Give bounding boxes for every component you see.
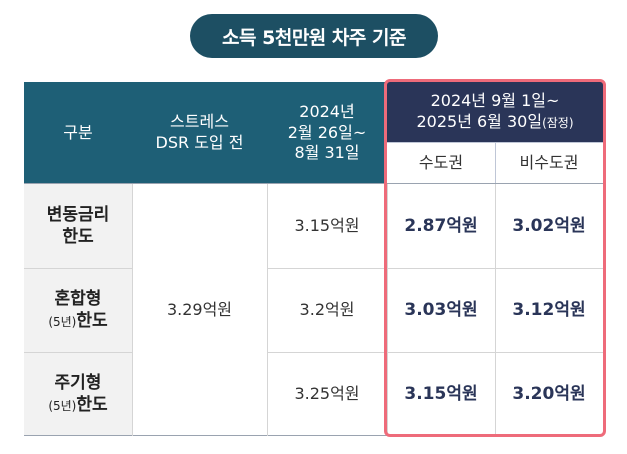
row-label-variable: 변동금리 한도 xyxy=(24,184,132,268)
page-title: 소득 5천만원 차주 기준 xyxy=(190,14,438,58)
row-divider xyxy=(24,352,132,353)
header-bottom-line xyxy=(24,183,603,184)
header-noncapital-label: 비수도권 xyxy=(519,152,579,172)
header-pre-stress: 스트레스 DSR 도입 전 xyxy=(132,82,267,184)
row-label-hybrid-line2: (5년)한도 xyxy=(48,311,108,331)
row-label-periodic: 주기형 (5년)한도 xyxy=(24,352,132,436)
column-divider xyxy=(132,184,133,436)
header-pre-stress-label: 스트레스 DSR 도입 전 xyxy=(155,112,244,152)
header-capital-label: 수도권 xyxy=(418,152,464,172)
row-label-periodic-line2: (5년)한도 xyxy=(48,395,108,415)
header-sub-divider xyxy=(495,142,496,184)
row-label-variable-line1: 변동금리 xyxy=(46,204,110,225)
noncapital-value-variable: 3.02억원 xyxy=(512,215,586,236)
row-label-variable-line2: 한도 xyxy=(62,227,94,247)
row-label-hybrid-term: (5년) xyxy=(48,315,77,329)
header-period1-label: 2024년 2월 26일~ 8월 31일 xyxy=(287,101,367,163)
period1-value-variable: 3.15억원 xyxy=(294,215,360,235)
header-capital: 수도권 xyxy=(387,142,495,184)
noncapital-value-periodic: 3.20억원 xyxy=(512,383,586,404)
header-noncapital: 비수도권 xyxy=(495,142,603,184)
pre-stress-value: 3.29억원 xyxy=(166,299,233,319)
capital-value-periodic: 3.15억원 xyxy=(404,383,478,404)
row-label-periodic-term: (5년) xyxy=(48,399,77,413)
row-divider xyxy=(267,352,603,353)
column-divider xyxy=(495,184,496,436)
column-divider xyxy=(267,184,268,436)
header-category: 구분 xyxy=(24,82,132,184)
header-period2-label: 2024년 9월 1일~ 2025년 6월 30일(잠정) xyxy=(416,91,574,131)
capital-value-hybrid: 3.03억원 xyxy=(404,299,478,320)
row-label-hybrid-line1: 혼합형 xyxy=(54,288,102,309)
noncapital-value-hybrid: 3.12억원 xyxy=(512,299,586,320)
row-label-periodic-line1: 주기형 xyxy=(54,372,102,393)
period1-value-periodic: 3.25억원 xyxy=(294,383,360,403)
header-category-label: 구분 xyxy=(63,122,93,142)
column-divider xyxy=(387,184,388,436)
header-period2-note: (잠정) xyxy=(542,116,574,130)
row-divider xyxy=(267,268,603,269)
row-divider xyxy=(24,268,132,269)
row-label-hybrid: 혼합형 (5년)한도 xyxy=(24,268,132,352)
period1-value-hybrid: 3.2억원 xyxy=(299,299,355,319)
capital-value-variable: 2.87억원 xyxy=(404,215,478,236)
header-period1: 2024년 2월 26일~ 8월 31일 xyxy=(267,82,387,184)
header-period2: 2024년 9월 1일~ 2025년 6월 30일(잠정) xyxy=(387,82,603,142)
table-bottom-line xyxy=(24,435,603,436)
